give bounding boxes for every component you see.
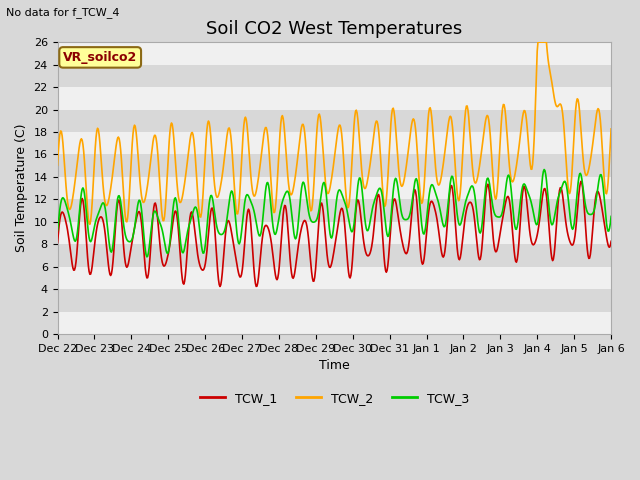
Bar bbox=[58, 267, 611, 289]
Y-axis label: Soil Temperature (C): Soil Temperature (C) bbox=[15, 124, 28, 252]
Bar bbox=[58, 42, 611, 65]
Bar bbox=[58, 109, 611, 132]
Bar bbox=[58, 65, 611, 87]
Bar bbox=[58, 222, 611, 244]
Bar bbox=[58, 155, 611, 177]
Text: No data for f_TCW_4: No data for f_TCW_4 bbox=[6, 7, 120, 18]
Bar bbox=[58, 177, 611, 199]
Text: VR_soilco2: VR_soilco2 bbox=[63, 51, 138, 64]
Bar bbox=[58, 132, 611, 155]
Bar bbox=[58, 244, 611, 267]
Bar bbox=[58, 87, 611, 109]
Title: Soil CO2 West Temperatures: Soil CO2 West Temperatures bbox=[206, 20, 463, 38]
Bar bbox=[58, 199, 611, 222]
Bar bbox=[58, 289, 611, 312]
X-axis label: Time: Time bbox=[319, 360, 349, 372]
Legend: TCW_1, TCW_2, TCW_3: TCW_1, TCW_2, TCW_3 bbox=[195, 387, 474, 410]
Bar bbox=[58, 312, 611, 334]
